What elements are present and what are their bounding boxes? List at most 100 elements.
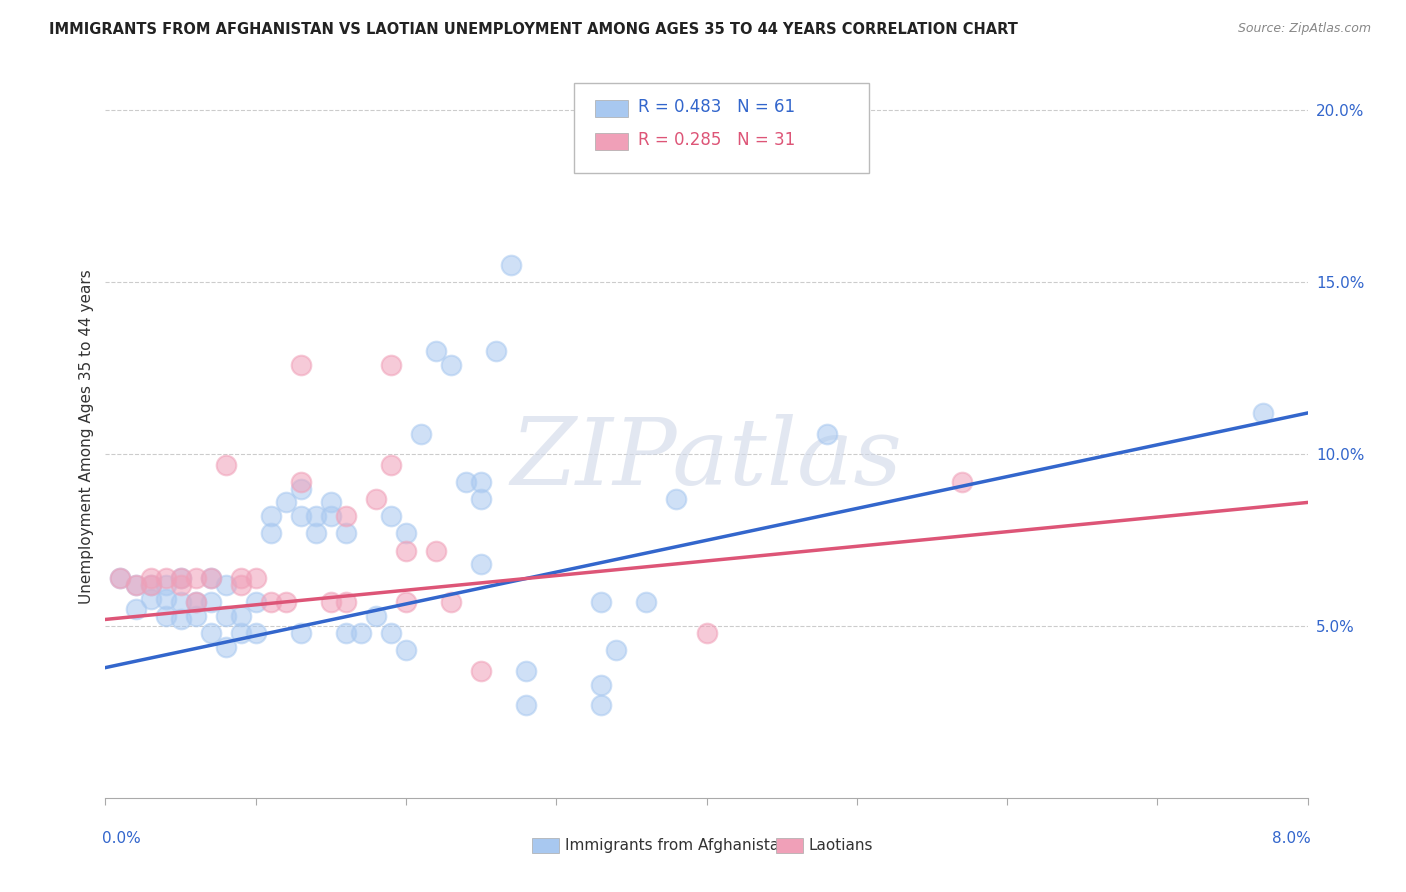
Point [139, 578, 162, 592]
Point [124, 578, 146, 592]
Point [380, 458, 402, 472]
Point [184, 571, 207, 585]
Text: 8.0%: 8.0% [1272, 830, 1312, 846]
Point [319, 509, 342, 524]
Point [380, 509, 402, 524]
Point [124, 602, 146, 616]
Point [169, 595, 191, 609]
Point [184, 595, 207, 609]
Point [200, 571, 222, 585]
Point [470, 558, 492, 572]
Point [274, 595, 297, 609]
Point [470, 475, 492, 489]
Point [395, 595, 418, 609]
Point [591, 595, 613, 609]
Point [290, 475, 312, 489]
Point [440, 358, 463, 372]
Point [515, 698, 537, 713]
Point [470, 491, 492, 506]
Text: ZIPatlas: ZIPatlas [510, 414, 903, 504]
Point [184, 609, 207, 624]
Point [741, 137, 763, 152]
Point [815, 426, 838, 441]
FancyBboxPatch shape [595, 100, 628, 117]
Point [395, 643, 418, 657]
Point [200, 571, 222, 585]
Point [214, 640, 236, 654]
Point [665, 491, 688, 506]
Point [155, 591, 177, 606]
Point [319, 495, 342, 509]
Point [260, 526, 283, 541]
Point [425, 543, 447, 558]
Point [290, 482, 312, 496]
Point [470, 664, 492, 678]
Point [290, 626, 312, 640]
Point [950, 475, 973, 489]
Point [409, 426, 432, 441]
Point [200, 595, 222, 609]
Point [169, 578, 191, 592]
Text: R = 0.285   N = 31: R = 0.285 N = 31 [638, 131, 796, 149]
Point [169, 571, 191, 585]
Point [395, 543, 418, 558]
Point [305, 526, 328, 541]
Text: Source: ZipAtlas.com: Source: ZipAtlas.com [1237, 22, 1371, 36]
Point [155, 609, 177, 624]
Point [319, 595, 342, 609]
Text: IMMIGRANTS FROM AFGHANISTAN VS LAOTIAN UNEMPLOYMENT AMONG AGES 35 TO 44 YEARS CO: IMMIGRANTS FROM AFGHANISTAN VS LAOTIAN U… [49, 22, 1018, 37]
Point [380, 358, 402, 372]
Point [260, 595, 283, 609]
Point [696, 626, 718, 640]
Point [364, 491, 387, 506]
Point [591, 698, 613, 713]
Text: R = 0.483   N = 61: R = 0.483 N = 61 [638, 98, 796, 116]
Point [169, 571, 191, 585]
Text: 0.0%: 0.0% [101, 830, 141, 846]
Point [605, 643, 627, 657]
Point [395, 526, 418, 541]
Point [110, 571, 132, 585]
Point [155, 571, 177, 585]
Point [139, 591, 162, 606]
Point [184, 595, 207, 609]
Text: Immigrants from Afghanistan: Immigrants from Afghanistan [565, 838, 789, 853]
Point [214, 458, 236, 472]
Point [335, 595, 357, 609]
Point [1251, 406, 1274, 420]
Point [155, 578, 177, 592]
Point [139, 578, 162, 592]
Point [425, 344, 447, 359]
Point [290, 509, 312, 524]
Point [350, 626, 373, 640]
Point [380, 626, 402, 640]
Point [200, 626, 222, 640]
Point [636, 595, 658, 609]
Point [456, 475, 478, 489]
Point [501, 258, 523, 272]
Point [245, 571, 267, 585]
Point [214, 578, 236, 592]
Point [440, 595, 463, 609]
Point [169, 612, 191, 626]
Point [245, 595, 267, 609]
Text: Laotians: Laotians [808, 838, 873, 853]
Point [515, 664, 537, 678]
Point [305, 509, 328, 524]
Point [335, 526, 357, 541]
Point [335, 626, 357, 640]
Point [245, 626, 267, 640]
Point [124, 578, 146, 592]
Point [485, 344, 508, 359]
FancyBboxPatch shape [776, 838, 803, 853]
Point [591, 678, 613, 692]
Point [335, 509, 357, 524]
FancyBboxPatch shape [574, 83, 869, 173]
Point [110, 571, 132, 585]
Y-axis label: Unemployment Among Ages 35 to 44 years: Unemployment Among Ages 35 to 44 years [79, 269, 94, 605]
FancyBboxPatch shape [533, 838, 558, 853]
Point [290, 358, 312, 372]
Point [139, 571, 162, 585]
Point [229, 571, 252, 585]
Point [229, 626, 252, 640]
